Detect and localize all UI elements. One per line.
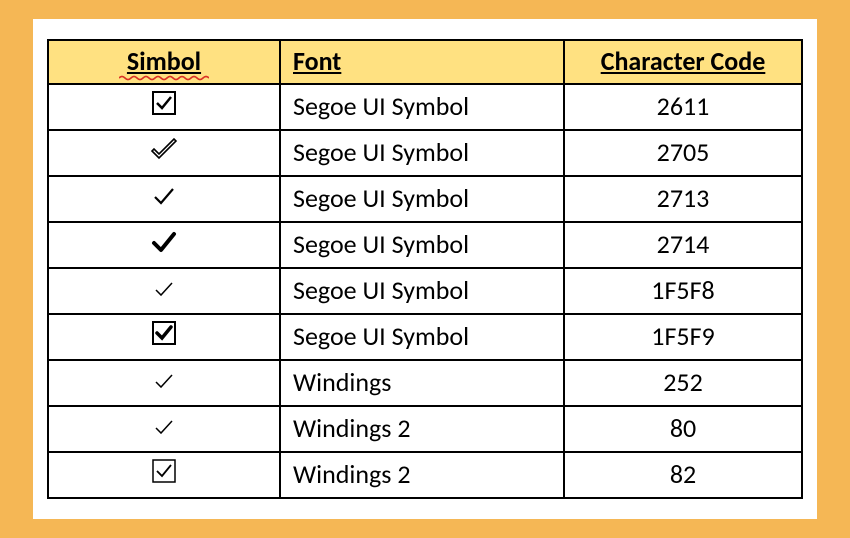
cell-font: Segoe UI Symbol <box>280 268 564 314</box>
cell-symbol <box>48 406 280 452</box>
header-simbol-label: Simbol <box>127 45 201 77</box>
cell-symbol <box>48 222 280 268</box>
light-check-icon <box>153 275 175 309</box>
cell-symbol <box>48 314 280 360</box>
table-row: Segoe UI Symbol 1F5F8 <box>48 268 802 314</box>
table-row: Segoe UI Symbol 2611 <box>48 84 802 130</box>
cell-font: Segoe UI Symbol <box>280 314 564 360</box>
table-row: Segoe UI Symbol 2714 <box>48 222 802 268</box>
header-code-label: Character Code <box>601 45 766 77</box>
table-row: Segoe UI Symbol 2705 <box>48 130 802 176</box>
table-row: Windings 2 80 <box>48 406 802 452</box>
cell-code: 2713 <box>564 176 802 222</box>
cell-code: 252 <box>564 360 802 406</box>
cell-font: Windings 2 <box>280 452 564 498</box>
cell-symbol <box>48 84 280 130</box>
table-header-row: Simbol Font Character Code <box>48 40 802 84</box>
cell-code: 80 <box>564 406 802 452</box>
cell-font: Segoe UI Symbol <box>280 176 564 222</box>
cell-font: Segoe UI Symbol <box>280 130 564 176</box>
header-font-label: Font <box>293 45 341 77</box>
cell-symbol <box>48 360 280 406</box>
heavy-check-icon <box>151 229 177 264</box>
cell-code: 2611 <box>564 84 802 130</box>
cell-code: 2714 <box>564 222 802 268</box>
light-check-icon <box>153 413 175 447</box>
light-check-icon <box>153 367 175 401</box>
cell-code: 1F5F8 <box>564 268 802 314</box>
header-code: Character Code <box>564 40 802 84</box>
header-font: Font <box>280 40 564 84</box>
cell-symbol <box>48 268 280 314</box>
ballot-bold-check-icon <box>151 320 177 355</box>
cell-code: 82 <box>564 452 802 498</box>
cell-code: 1F5F9 <box>564 314 802 360</box>
table-row: Windings 2 82 <box>48 452 802 498</box>
cell-symbol <box>48 130 280 176</box>
cell-symbol <box>48 176 280 222</box>
table-row: Windings 252 <box>48 360 802 406</box>
ballot-box-check-icon <box>151 90 177 125</box>
cell-symbol <box>48 452 280 498</box>
outline-check-icon <box>149 137 179 172</box>
cell-code: 2705 <box>564 130 802 176</box>
header-simbol: Simbol <box>48 40 280 84</box>
ballot-light-check-icon <box>151 458 177 493</box>
table-row: Segoe UI Symbol 1F5F9 <box>48 314 802 360</box>
cell-font: Windings 2 <box>280 406 564 452</box>
cell-font: Windings <box>280 360 564 406</box>
symbol-table: Simbol Font Character Code <box>47 39 803 498</box>
cell-font: Segoe UI Symbol <box>280 84 564 130</box>
check-mark-icon <box>152 183 176 217</box>
table-frame: Simbol Font Character Code <box>30 16 820 521</box>
table-row: Segoe UI Symbol 2713 <box>48 176 802 222</box>
table-body: Segoe UI Symbol 2611 Segoe UI Symbol 270… <box>48 84 802 498</box>
cell-font: Segoe UI Symbol <box>280 222 564 268</box>
